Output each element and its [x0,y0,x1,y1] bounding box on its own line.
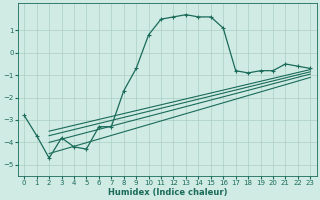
X-axis label: Humidex (Indice chaleur): Humidex (Indice chaleur) [108,188,227,197]
